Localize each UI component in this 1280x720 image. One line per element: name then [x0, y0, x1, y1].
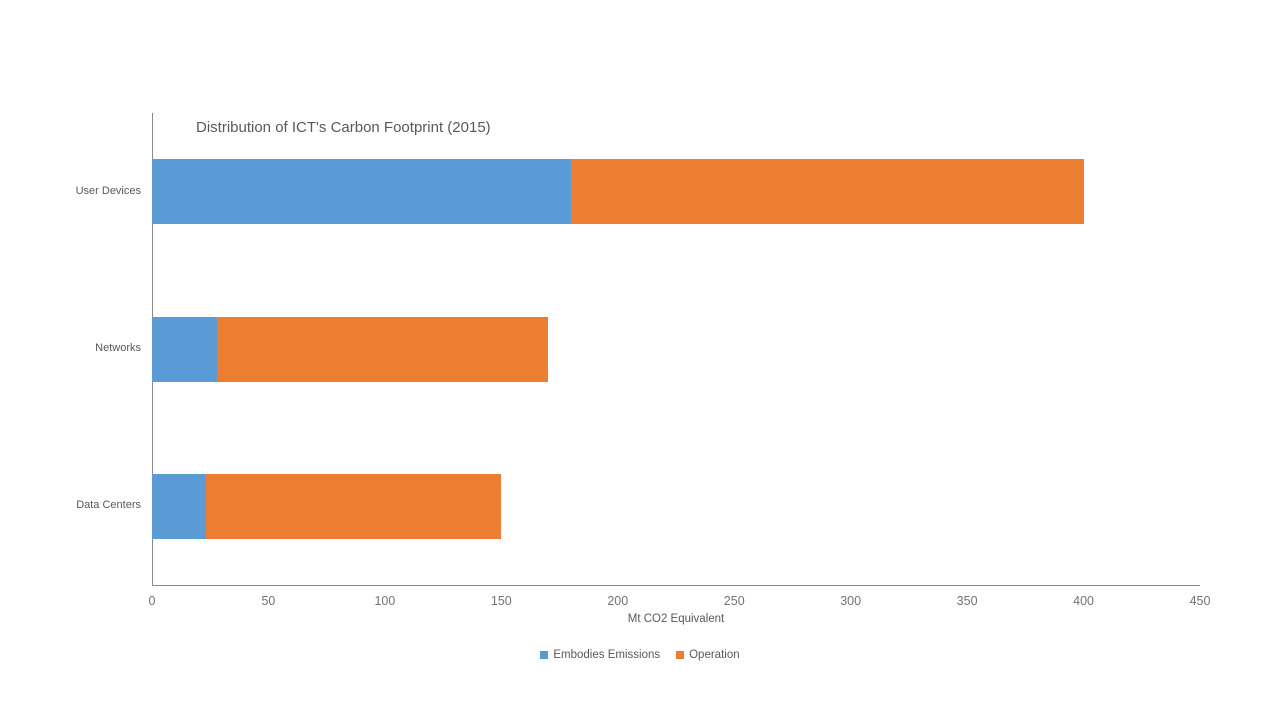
category-label: User Devices: [75, 184, 141, 197]
bar-segment-embodies-emissions: [152, 316, 218, 382]
legend: Embodies Emissions Operation: [0, 649, 1280, 661]
x-tick-label: 50: [261, 594, 276, 608]
category-label: Data Centers: [76, 499, 141, 512]
x-tick-label: 200: [607, 594, 629, 608]
x-tick-label: 400: [1073, 594, 1094, 608]
bar-segment-embodies-emissions: [152, 473, 206, 539]
legend-item: Operation: [676, 649, 740, 661]
legend-item: Embodies Emissions: [540, 649, 660, 661]
x-tick-label: 0: [148, 594, 156, 608]
x-axis-line: [152, 585, 1200, 586]
bar-segment-embodies-emissions: [152, 159, 572, 225]
bar-row: [152, 316, 548, 382]
legend-swatch-icon: [540, 651, 549, 659]
bar-row: [152, 159, 1084, 225]
legend-swatch-icon: [676, 651, 685, 659]
chart-title: Distribution of ICT's Carbon Footprint (…: [196, 119, 491, 136]
category-label: Networks: [95, 342, 141, 354]
x-tick-label: 450: [1189, 594, 1211, 608]
x-tick-label: 100: [374, 594, 396, 608]
legend-label: Embodies Emissions: [553, 649, 661, 661]
x-tick-label: 350: [956, 594, 978, 608]
x-tick-label: 150: [490, 594, 512, 608]
bar-segment-operation: [217, 316, 548, 382]
legend-label: Operation: [689, 649, 740, 661]
bar-segment-operation: [205, 473, 502, 539]
bar-row: [152, 473, 502, 539]
x-axis-title: Mt CO2 Equivalent: [627, 613, 725, 625]
bar-segment-operation: [571, 159, 1084, 225]
x-tick-label: 300: [840, 594, 862, 608]
x-tick-label: 250: [723, 594, 745, 608]
